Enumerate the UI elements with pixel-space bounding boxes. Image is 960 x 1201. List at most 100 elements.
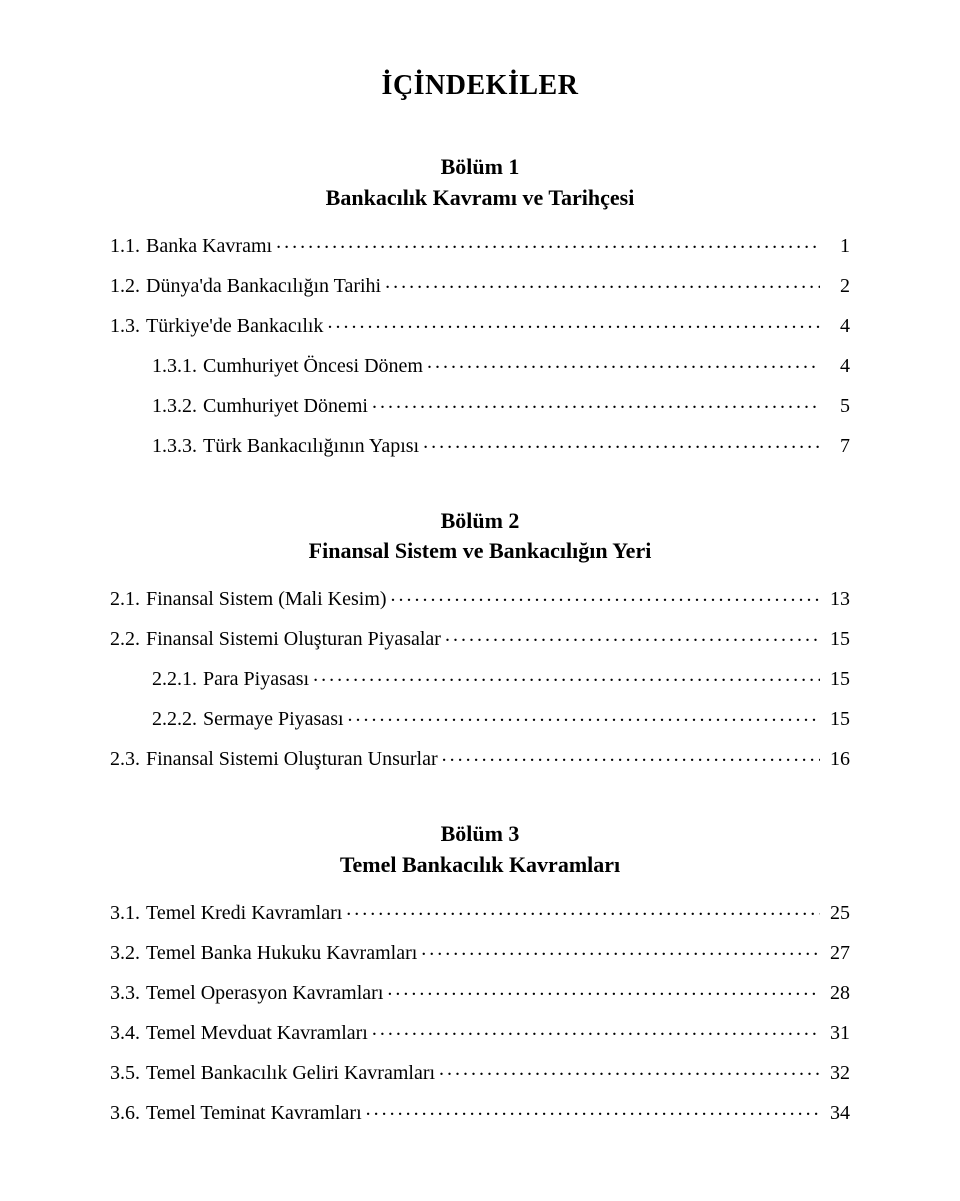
toc-leader-dots [346, 899, 820, 919]
toc-entry: 2.1.Finansal Sistem (Mali Kesim) 13 [110, 579, 850, 619]
toc-entry-page: 5 [824, 386, 850, 426]
toc-entry-number: 1.3.2. [152, 386, 197, 426]
toc-entry-label: Temel Banka Hukuku Kavramları [140, 933, 417, 973]
toc-entry-page: 27 [824, 933, 850, 973]
toc-entry-number: 1.3.3. [152, 426, 197, 466]
toc-entry-page: 2 [824, 266, 850, 306]
toc-entry: 1.3.3.Türk Bankacılığının Yapısı 7 [110, 426, 850, 466]
section-heading: Bölüm 2Finansal Sistem ve Bankacılığın Y… [110, 506, 850, 568]
section-heading-line: Bölüm 3 [110, 819, 850, 850]
toc-entry-page: 32 [824, 1053, 850, 1093]
toc-entry-number: 3.2. [110, 933, 140, 973]
toc-entry-label: Finansal Sistemi Oluşturan Piyasalar [140, 619, 441, 659]
toc-leader-dots [348, 705, 820, 725]
toc-entry-number: 3.1. [110, 893, 140, 933]
toc-entry: 3.6.Temel Teminat Kavramları 34 [110, 1093, 850, 1133]
toc-entry: 3.2.Temel Banka Hukuku Kavramları 27 [110, 933, 850, 973]
toc-entry-label: Temel Kredi Kavramları [140, 893, 342, 933]
toc-entry-number: 1.3. [110, 306, 140, 346]
toc-entry-page: 28 [824, 973, 850, 1013]
toc-entry-page: 16 [824, 739, 850, 779]
toc-entry-page: 15 [824, 699, 850, 739]
toc-entry-label: Cumhuriyet Öncesi Dönem [197, 346, 423, 386]
toc-entry-number: 1.2. [110, 266, 140, 306]
toc-entry-label: Türk Bankacılığının Yapısı [197, 426, 419, 466]
toc-leader-dots [421, 939, 820, 959]
toc-leader-dots [385, 272, 820, 292]
toc-leader-dots [387, 979, 820, 999]
toc-leader-dots [372, 1019, 820, 1039]
section-heading-line: Bankacılık Kavramı ve Tarihçesi [110, 183, 850, 214]
toc-entry-label: Sermaye Piyasası [197, 699, 344, 739]
toc-entry: 2.2.Finansal Sistemi Oluşturan Piyasalar… [110, 619, 850, 659]
toc-entry: 3.4.Temel Mevduat Kavramları 31 [110, 1013, 850, 1053]
toc-entry-number: 2.2.1. [152, 659, 197, 699]
toc-entry-number: 3.5. [110, 1053, 140, 1093]
section-heading-line: Bölüm 1 [110, 152, 850, 183]
toc-entry-label: Temel Mevduat Kavramları [140, 1013, 368, 1053]
toc-entry: 2.3.Finansal Sistemi Oluşturan Unsurlar 1… [110, 739, 850, 779]
toc-entry-label: Banka Kavramı [140, 226, 272, 266]
toc-leader-dots [442, 745, 820, 765]
toc-page: İÇİNDEKİLER Bölüm 1Bankacılık Kavramı ve… [0, 0, 960, 1201]
toc-entry-page: 34 [824, 1093, 850, 1133]
toc-entry-number: 1.3.1. [152, 346, 197, 386]
toc-leader-dots [366, 1099, 820, 1119]
toc-entry: 1.2.Dünya'da Bankacılığın Tarihi 2 [110, 266, 850, 306]
toc-entry-label: Temel Teminat Kavramları [140, 1093, 362, 1133]
toc-entry-label: Temel Operasyon Kavramları [140, 973, 383, 1013]
toc-title: İÇİNDEKİLER [110, 70, 850, 102]
toc-entry: 3.5.Temel Bankacılık Geliri Kavramları 32 [110, 1053, 850, 1093]
toc-list: 2.1.Finansal Sistem (Mali Kesim)132.2.Fi… [110, 579, 850, 779]
toc-leader-dots [327, 312, 820, 332]
toc-entry-label: Dünya'da Bankacılığın Tarihi [140, 266, 381, 306]
toc-leader-dots [423, 432, 820, 452]
toc-entry: 2.2.1.Para Piyasası 15 [110, 659, 850, 699]
toc-entry-number: 2.1. [110, 579, 140, 619]
toc-entry: 1.3.2.Cumhuriyet Dönemi 5 [110, 386, 850, 426]
toc-entry-page: 13 [824, 579, 850, 619]
toc-entry-number: 3.3. [110, 973, 140, 1013]
toc-entry-label: Türkiye'de Bankacılık [140, 306, 323, 346]
toc-entry-label: Cumhuriyet Dönemi [197, 386, 368, 426]
toc-entry: 2.2.2.Sermaye Piyasası 15 [110, 699, 850, 739]
toc-leader-dots [439, 1059, 820, 1079]
toc-list: 1.1.Banka Kavramı11.2.Dünya'da Bankacılı… [110, 226, 850, 466]
toc-entry-number: 3.4. [110, 1013, 140, 1053]
toc-entry: 1.3.1.Cumhuriyet Öncesi Dönem 4 [110, 346, 850, 386]
toc-entry-number: 1.1. [110, 226, 140, 266]
toc-entry: 3.3.Temel Operasyon Kavramları 28 [110, 973, 850, 1013]
toc-entry-page: 4 [824, 306, 850, 346]
toc-entry-page: 1 [824, 226, 850, 266]
toc-entry-label: Temel Bankacılık Geliri Kavramları [140, 1053, 435, 1093]
section-heading-line: Temel Bankacılık Kavramları [110, 850, 850, 881]
toc-entry: 1.1.Banka Kavramı 1 [110, 226, 850, 266]
section-heading: Bölüm 1Bankacılık Kavramı ve Tarihçesi [110, 152, 850, 214]
section-heading-line: Finansal Sistem ve Bankacılığın Yeri [110, 536, 850, 567]
toc-entry-page: 25 [824, 893, 850, 933]
section-heading-line: Bölüm 2 [110, 506, 850, 537]
toc-entry-page: 15 [824, 619, 850, 659]
toc-entry-page: 7 [824, 426, 850, 466]
toc-leader-dots [372, 392, 820, 412]
toc-entry-number: 2.2. [110, 619, 140, 659]
toc-leader-dots [313, 665, 820, 685]
toc-entry: 3.1.Temel Kredi Kavramları 25 [110, 893, 850, 933]
section-heading: Bölüm 3Temel Bankacılık Kavramları [110, 819, 850, 881]
toc-body: Bölüm 1Bankacılık Kavramı ve Tarihçesi 1.… [110, 152, 850, 1133]
toc-leader-dots [445, 625, 820, 645]
toc-entry-page: 4 [824, 346, 850, 386]
toc-entry-number: 2.3. [110, 739, 140, 779]
toc-leader-dots [276, 232, 820, 252]
toc-leader-dots [427, 352, 820, 372]
toc-entry-number: 3.6. [110, 1093, 140, 1133]
toc-entry-label: Finansal Sistem (Mali Kesim) [140, 579, 387, 619]
toc-list: 3.1.Temel Kredi Kavramları253.2.Temel Ba… [110, 893, 850, 1133]
toc-entry-page: 31 [824, 1013, 850, 1053]
toc-entry-number: 2.2.2. [152, 699, 197, 739]
toc-leader-dots [391, 585, 820, 605]
toc-entry-label: Para Piyasası [197, 659, 309, 699]
toc-entry: 1.3.Türkiye'de Bankacılık 4 [110, 306, 850, 346]
toc-entry-page: 15 [824, 659, 850, 699]
toc-entry-label: Finansal Sistemi Oluşturan Unsurlar [140, 739, 438, 779]
